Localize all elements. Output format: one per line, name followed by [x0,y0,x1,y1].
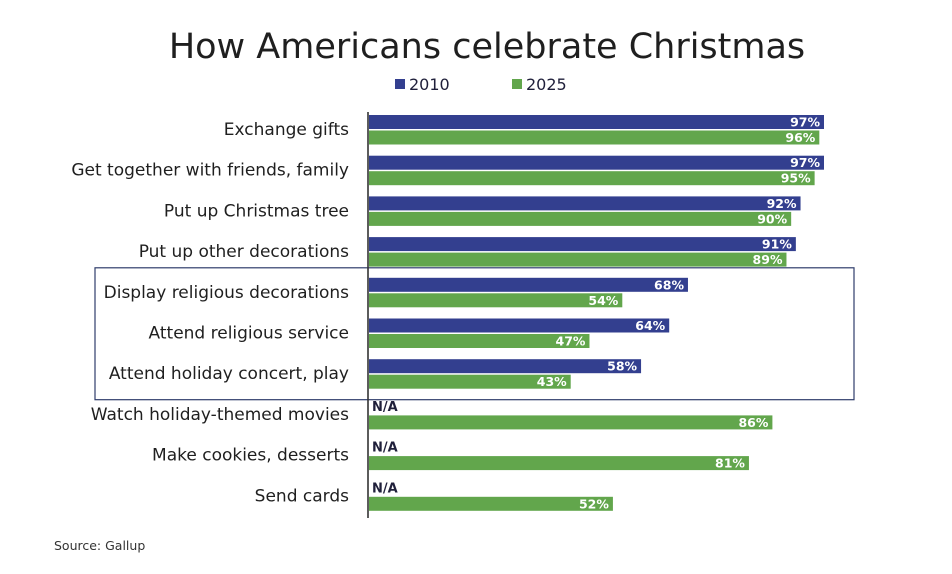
source-note: Source: Gallup [54,538,145,553]
bar-2025 [369,130,820,145]
na-label: N/A [372,400,398,415]
category-labels: Exchange gifts Get together with friends,… [71,120,349,506]
value-label: 95% [781,171,811,186]
legend-swatch-2010 [395,79,405,89]
value-label: 97% [790,115,820,130]
bar-2025 [369,334,590,348]
category-label: Attend holiday concert, play [109,364,349,384]
legend-label-2010: 2010 [409,75,450,94]
value-label: 43% [537,374,567,389]
bar-2010 [369,196,801,211]
legend-label-2025: 2025 [526,75,567,94]
value-label: 97% [790,155,820,170]
bar-2010 [369,318,670,333]
category-label: Make cookies, desserts [152,446,349,466]
highlight-group [94,267,855,401]
value-label: 64% [635,318,665,333]
value-label: 68% [654,277,684,292]
bars: 97%96%97%95%92%90%91%89%68%54%64%47%58%4… [369,115,824,511]
category-label: Put up Christmas tree [164,201,349,221]
value-label: 86% [738,415,768,430]
value-label: 92% [767,196,797,211]
bar-2010 [369,115,824,129]
chart-title: How Americans celebrate Christmas [169,27,805,67]
bar-2025 [369,171,815,186]
category-label: Get together with friends, family [71,161,349,181]
value-label: 54% [588,293,618,308]
bar-2025 [369,211,792,226]
value-label: 91% [762,237,792,252]
bar-2025 [369,496,613,511]
value-label: 58% [607,359,637,374]
bar-2010 [369,155,824,170]
value-label: 89% [753,252,783,267]
na-label: N/A [372,441,398,456]
category-label: Attend religious service [149,324,349,344]
bar-2025 [369,456,749,471]
category-label: Watch holiday-themed movies [91,405,349,425]
highlight-box [94,267,855,401]
bar-2010 [369,359,642,374]
value-label: 81% [715,456,745,471]
na-label: N/A [372,481,398,496]
value-label: 47% [556,334,586,349]
legend: 2010 2025 [395,75,567,94]
category-label: Exchange gifts [224,120,349,140]
legend-swatch-2025 [512,79,522,89]
value-label: 52% [579,496,609,511]
category-label: Send cards [255,486,349,506]
category-label: Put up other decorations [139,242,349,262]
bar-2025 [369,252,787,267]
value-label: 90% [757,211,787,226]
bar-2025 [369,374,571,389]
bar-2025 [369,415,773,430]
value-label: 96% [785,130,815,145]
bar-2010 [369,237,796,252]
bar-2010 [369,277,688,292]
category-label: Display religious decorations [104,283,350,303]
bar-2025 [369,293,623,308]
